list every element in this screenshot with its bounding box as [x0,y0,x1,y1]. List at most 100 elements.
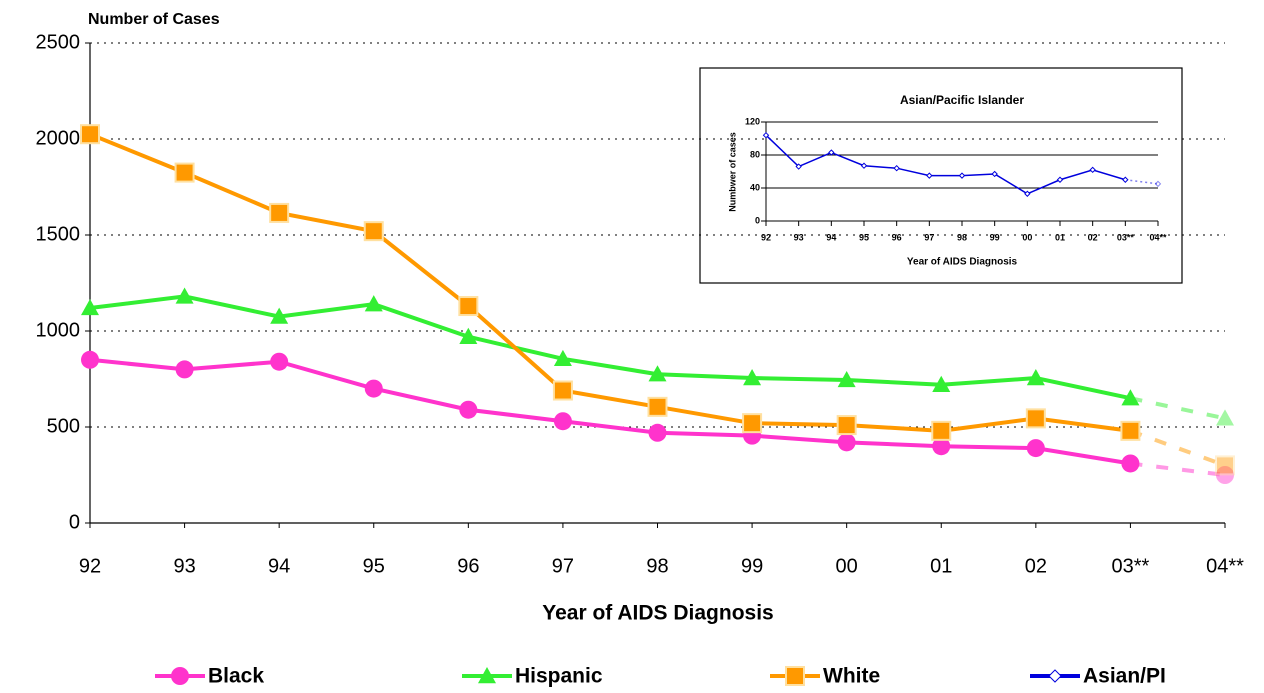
x-tick-label: 98 [957,232,967,242]
y-tick-label: 80 [750,149,760,159]
y-tick-label: 2000 [36,127,81,149]
marker [364,295,383,312]
marker [81,298,99,316]
x-tick-label: 99 [990,232,1000,242]
x-tick-label: 95 [363,555,385,577]
x-tick-label: 92 [761,232,771,242]
marker [742,413,763,434]
x-tick-label: 02 [1025,555,1047,577]
x-tick-label: 94 [268,555,290,577]
legend-label: Asian/PI [1083,665,1166,688]
x-tick-label: 96 [457,555,479,577]
x-tick-label: 97 [924,232,934,242]
marker [171,667,189,685]
marker [1056,176,1064,183]
inset-y-axis-label: Numbwer of cases [727,132,737,212]
x-tick-label: 94 [826,232,836,242]
marker [1154,180,1162,188]
y-tick-label: 500 [47,415,80,437]
y-tick-label: 0 [755,215,760,225]
x-tick-label: 93 [794,232,804,242]
marker [743,369,762,386]
y-tick-label: 40 [750,182,760,192]
x-tick-label: 04** [1206,555,1244,577]
marker [478,667,496,684]
x-tick-label: 02 [1088,232,1098,242]
y-tick-label: 1000 [36,319,81,341]
x-tick-label: 98 [646,555,668,577]
marker [270,352,289,371]
marker [1120,420,1141,441]
marker [174,162,195,183]
x-tick-label: 93 [173,555,195,577]
marker [269,202,290,223]
marker [459,400,478,419]
legend-label: Hispanic [515,665,603,688]
x-tick-label: 03** [1117,232,1135,242]
series-line [765,134,1126,195]
x-tick-label: 95 [859,232,869,242]
x-tick-label: 00 [836,555,858,577]
x-axis-label: Year of AIDS Diagnosis [542,602,773,625]
marker [458,296,479,317]
marker [1216,466,1234,484]
marker [80,124,100,145]
marker [364,379,383,398]
marker [932,375,951,392]
x-tick-label: 92 [79,555,101,577]
marker [860,162,868,169]
marker [926,172,933,179]
x-tick-label: 03** [1112,555,1150,577]
y-axis-label: Number of Cases [88,11,220,28]
marker [1121,389,1140,406]
marker [459,327,478,344]
series-line-projected [1125,179,1159,185]
marker [795,163,802,170]
x-tick-label: 00 [1022,232,1032,242]
x-tick-label: 04** [1149,232,1167,242]
series-line-projected [1130,461,1226,477]
marker [991,170,998,178]
marker [1024,190,1031,197]
x-tick-label: 01 [930,555,952,577]
series-line [89,294,1131,401]
marker [837,433,856,452]
y-tick-label: 1500 [36,223,81,245]
marker [932,437,951,456]
legend-label: Black [208,665,264,688]
inset-x-axis-label: Year of AIDS Diagnosis [907,257,1018,268]
marker [270,307,289,324]
marker [552,380,573,401]
marker [836,415,857,436]
marker [363,221,384,242]
marker [762,131,770,139]
marker [553,349,572,367]
y-tick-label: 2500 [36,31,81,53]
marker [1122,176,1129,183]
marker [1026,369,1045,386]
series-line [89,132,1131,433]
marker [175,360,194,379]
marker [81,350,99,369]
marker [1025,408,1046,429]
marker [931,420,952,441]
x-tick-label: 01 [1055,232,1065,242]
marker [1121,454,1140,473]
marker [893,164,900,172]
marker [1215,455,1235,476]
marker [785,666,805,686]
x-tick-label: 97 [552,555,574,577]
y-tick-label: 120 [745,116,760,126]
series-line-projected [1130,396,1226,421]
marker [648,423,667,442]
marker [1216,409,1234,426]
x-tick-label: 99 [741,555,763,577]
marker [1089,166,1096,174]
series-line-projected [1129,428,1226,468]
marker [1048,669,1062,683]
x-tick-label: 96 [892,232,902,242]
marker [958,172,966,179]
y-tick-label: 0 [69,511,80,533]
marker [648,365,667,382]
